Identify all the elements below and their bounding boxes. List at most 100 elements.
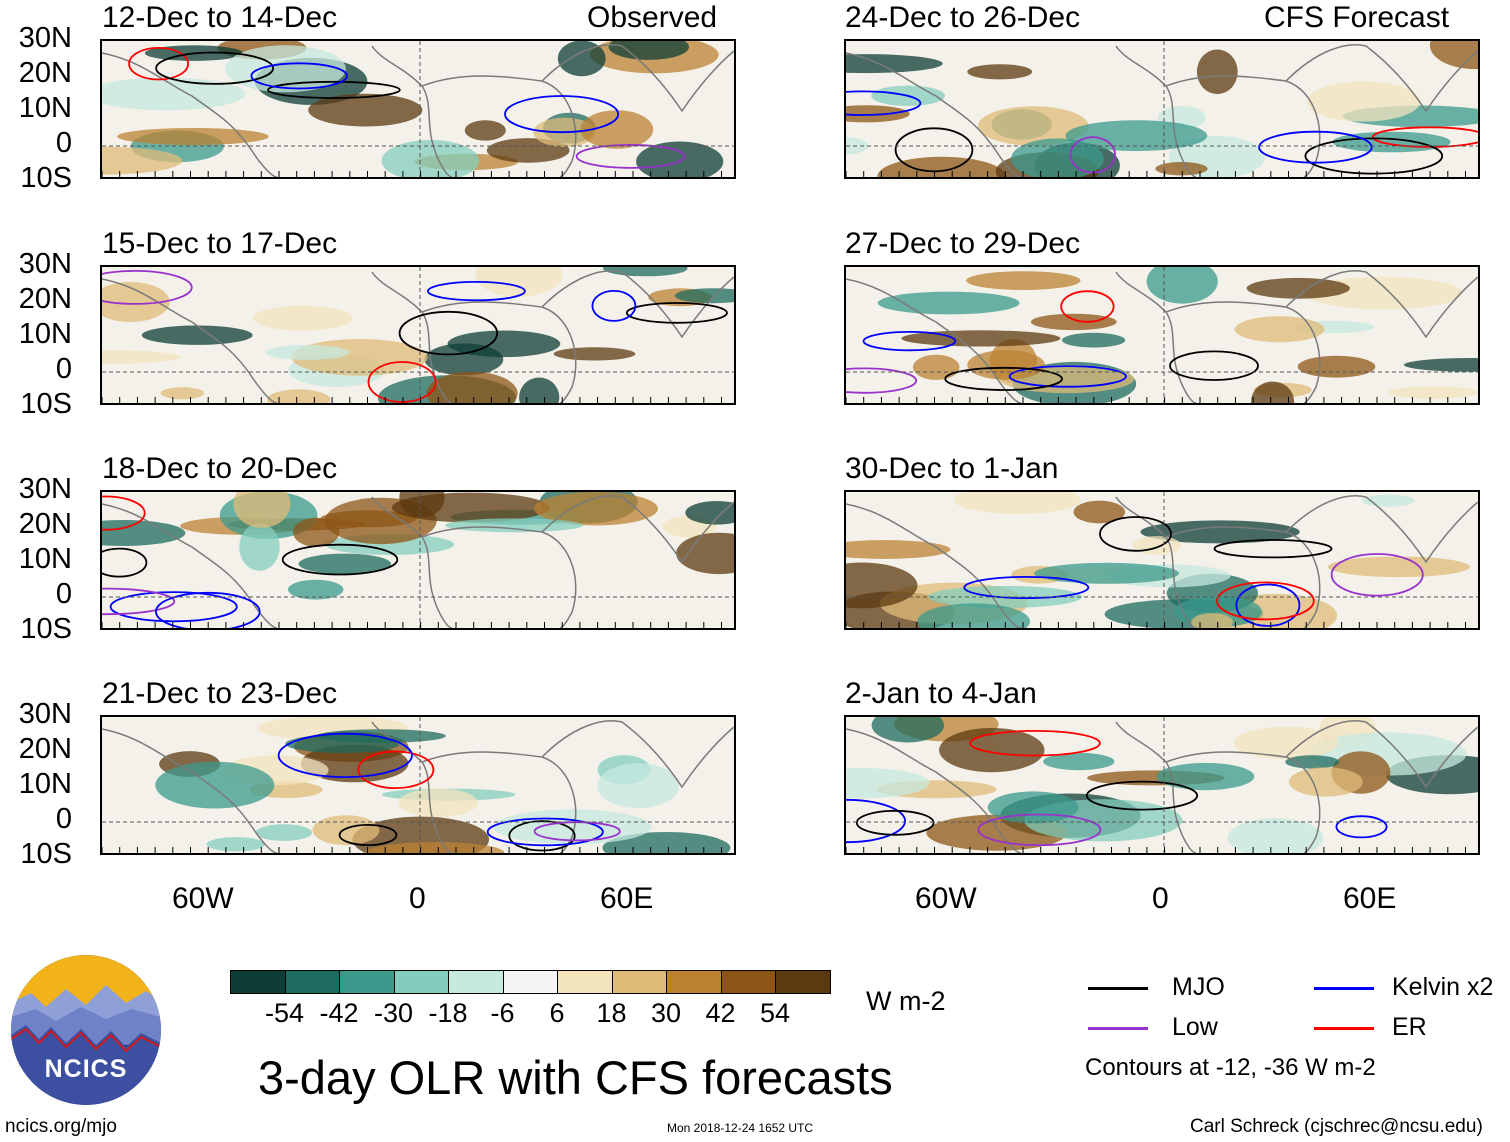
olr-anomaly-patch bbox=[953, 492, 1082, 514]
wave-contour bbox=[963, 576, 1090, 600]
olr-anomaly-patch bbox=[255, 824, 312, 841]
lat-tick-label: 0 bbox=[55, 803, 72, 835]
wave-contour bbox=[281, 543, 399, 576]
olr-anomaly-patch bbox=[913, 354, 960, 380]
wave-contour bbox=[862, 331, 957, 352]
olr-map bbox=[846, 492, 1478, 628]
wave-contour bbox=[109, 591, 238, 623]
lat-tick-label: 20N bbox=[18, 283, 72, 315]
colorbar-swatch bbox=[448, 970, 504, 994]
colorbar-swatch bbox=[284, 970, 340, 994]
map-panel-forecast-1 bbox=[844, 39, 1480, 179]
olr-anomaly-patch bbox=[580, 110, 654, 149]
coastline bbox=[1285, 44, 1478, 113]
lat-tick-label: 30N bbox=[18, 698, 72, 730]
olr-anomaly-patch bbox=[316, 729, 446, 743]
wave-contour bbox=[1169, 350, 1259, 381]
coastline bbox=[846, 278, 1022, 403]
colorbar-unit: W m-2 bbox=[866, 986, 946, 1016]
lat-tick-label: 0 bbox=[55, 127, 72, 159]
coastline bbox=[421, 301, 577, 403]
olr-anomaly-patch bbox=[1073, 500, 1126, 524]
olr-anomaly-patch bbox=[1251, 381, 1295, 403]
colorbar-swatch bbox=[611, 970, 667, 994]
wave-contour bbox=[504, 95, 620, 134]
olr-anomaly-patch bbox=[141, 325, 253, 345]
olr-anomaly-patch bbox=[1155, 162, 1208, 176]
footer-author: Carl Schreck (cjschrec@ncsu.edu) bbox=[1190, 1116, 1483, 1137]
olr-anomaly-patch bbox=[102, 282, 170, 322]
coastline bbox=[1165, 751, 1321, 853]
figure-title: 3-day OLR with CFS forecasts bbox=[258, 1051, 893, 1104]
legend-note: Contours at -12, -36 W m-2 bbox=[1085, 1054, 1376, 1081]
wave-contour bbox=[846, 367, 918, 394]
panel-title: 18-Dec to 20-Dec bbox=[102, 452, 338, 485]
olr-anomaly-patch bbox=[1062, 332, 1126, 348]
lat-tick-label: 30N bbox=[18, 22, 72, 54]
olr-anomaly-patch bbox=[206, 837, 265, 852]
wave-contour bbox=[367, 361, 437, 403]
wave-contour bbox=[102, 495, 146, 531]
wave-contour bbox=[1235, 583, 1301, 627]
wave-contour bbox=[591, 290, 637, 322]
coastline bbox=[1165, 75, 1321, 177]
olr-map bbox=[846, 717, 1478, 853]
wave-contour bbox=[846, 90, 922, 116]
lat-tick-label: 10N bbox=[18, 318, 72, 350]
colorbar-label: 30 bbox=[650, 998, 682, 1028]
coastline bbox=[1115, 271, 1197, 403]
wave-contour bbox=[1213, 539, 1333, 559]
olr-anomaly-patch bbox=[636, 141, 724, 177]
coastline bbox=[846, 52, 1022, 177]
wave-contour bbox=[426, 281, 526, 302]
olr-map bbox=[846, 267, 1478, 403]
wave-contour bbox=[1008, 365, 1127, 388]
olr-anomaly-patch bbox=[381, 140, 480, 177]
wave-contour bbox=[508, 820, 576, 852]
colorbar-swatch bbox=[720, 970, 776, 994]
wave-contour bbox=[944, 366, 1063, 391]
wave-contour bbox=[1330, 553, 1424, 597]
coastline bbox=[421, 75, 577, 177]
olr-anomaly-patch bbox=[1246, 277, 1350, 299]
wave-contour bbox=[1069, 136, 1116, 174]
panel-title: 30-Dec to 1-Jan bbox=[845, 452, 1059, 485]
coastline bbox=[371, 45, 453, 177]
olr-anomaly-patch bbox=[846, 540, 951, 559]
wave-contour bbox=[102, 587, 176, 616]
olr-anomaly-patch bbox=[1030, 313, 1117, 331]
lon-tick-label: 0 bbox=[409, 882, 426, 915]
coastline bbox=[1165, 526, 1321, 628]
footer-url[interactable]: ncics.org/mjo bbox=[5, 1116, 117, 1137]
coastline bbox=[421, 526, 577, 628]
olr-anomaly-patch bbox=[1140, 520, 1300, 544]
olr-anomaly-patch bbox=[399, 492, 445, 518]
ncics-logo: NCICS bbox=[11, 955, 161, 1105]
olr-anomaly-patch bbox=[966, 271, 1081, 290]
coastline bbox=[371, 496, 453, 628]
coastline bbox=[102, 52, 278, 177]
olr-anomaly-patch bbox=[117, 128, 269, 145]
olr-anomaly-patch bbox=[1306, 81, 1421, 122]
wave-contour bbox=[1216, 581, 1315, 621]
olr-anomaly-patch bbox=[674, 288, 734, 304]
olr-anomaly-patch bbox=[1327, 556, 1470, 578]
legend-label: Low bbox=[1172, 1013, 1218, 1041]
colorbar-label: 18 bbox=[596, 998, 627, 1028]
lat-tick-label: 20N bbox=[18, 57, 72, 89]
olr-anomaly-patch bbox=[1043, 752, 1115, 771]
olr-anomaly-patch bbox=[102, 350, 182, 364]
lat-tick-label: 30N bbox=[18, 473, 72, 505]
coastline bbox=[1285, 720, 1478, 789]
wave-contour bbox=[338, 824, 398, 847]
legend-label: ER bbox=[1392, 1013, 1427, 1041]
wave-contour bbox=[855, 809, 935, 836]
olr-anomaly-patch bbox=[364, 842, 505, 853]
olr-map bbox=[102, 492, 734, 628]
lat-tick-label: 10N bbox=[18, 92, 72, 124]
olr-anomaly-patch bbox=[1289, 767, 1363, 797]
olr-anomaly-patch bbox=[312, 815, 380, 846]
map-panel-observed-3 bbox=[100, 490, 736, 630]
olr-anomaly-patch bbox=[1388, 386, 1478, 399]
wave-contour bbox=[155, 591, 261, 628]
